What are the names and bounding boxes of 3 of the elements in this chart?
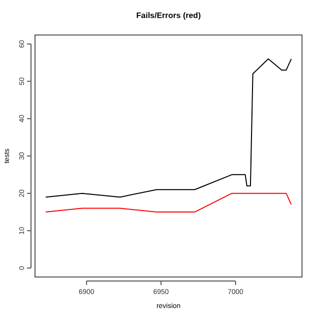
line-series	[45, 192, 292, 213]
line-series	[45, 58, 292, 198]
chart-title: Fails/Errors (red)	[136, 11, 202, 20]
